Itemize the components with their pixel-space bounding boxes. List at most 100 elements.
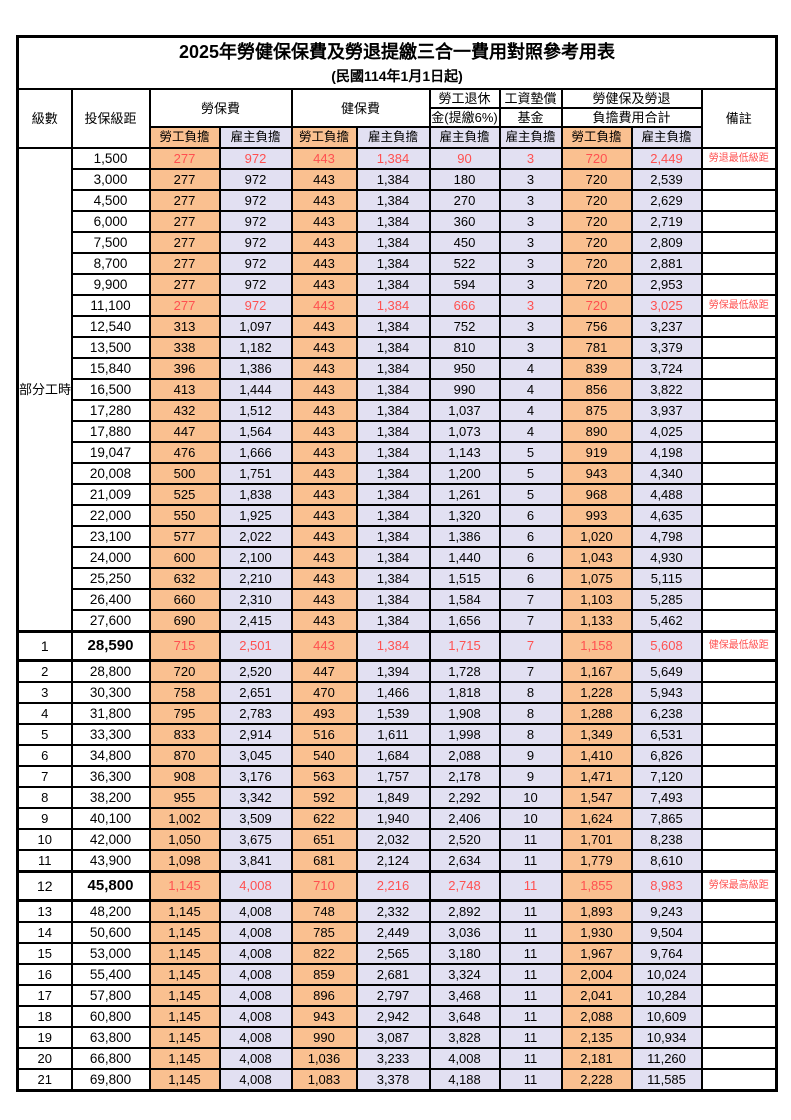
cell-health-employee: 443 <box>290 315 358 338</box>
table-row: 21,009 525 1,838 443 1,384 1,261 5 968 4,488 <box>18 483 778 506</box>
cell-total-employee: 720 <box>560 231 633 254</box>
cell-wage-fund-employer: 11 <box>498 984 563 1007</box>
cell-health-employer: 1,384 <box>355 168 431 191</box>
bracket-cell: 8,700 <box>70 252 151 275</box>
bracket-cell: 12,540 <box>70 315 151 338</box>
cell-total-employer: 11,585 <box>630 1068 703 1092</box>
cell-total-employee: 2,181 <box>560 1047 633 1070</box>
cell-health-employee: 990 <box>290 1026 358 1049</box>
bracket-cell: 16,500 <box>70 378 151 401</box>
cell-health-employer: 1,684 <box>355 744 431 767</box>
remark-cell <box>700 168 778 191</box>
cell-health-employee: 443 <box>290 588 358 611</box>
cell-labor-employee: 277 <box>148 294 221 317</box>
cell-labor-employer: 1,444 <box>218 378 293 401</box>
cell-pension-employer: 1,073 <box>428 420 501 443</box>
cell-health-employee: 443 <box>290 231 358 254</box>
cell-wage-fund-employer: 6 <box>498 546 563 569</box>
bracket-cell: 53,000 <box>70 942 151 965</box>
cell-wage-fund-employer: 5 <box>498 483 563 506</box>
remark-cell <box>700 504 778 527</box>
cell-total-employer: 3,822 <box>630 378 703 401</box>
table-row: 11,100 277 972 443 1,384 666 3 720 3,025 勞保最低級距 <box>18 294 778 317</box>
cell-labor-employee: 1,145 <box>148 870 221 902</box>
table-row: 17,280 432 1,512 443 1,384 1,037 4 875 3,937 <box>18 399 778 422</box>
cell-total-employee: 968 <box>560 483 633 506</box>
cell-health-employee: 710 <box>290 870 358 902</box>
cell-total-employee: 2,088 <box>560 1005 633 1028</box>
cell-wage-fund-employer: 8 <box>498 723 563 746</box>
table-row: 24,000 600 2,100 443 1,384 1,440 6 1,043 4,930 <box>18 546 778 569</box>
cell-total-employee: 720 <box>560 252 633 275</box>
cell-health-employee: 592 <box>290 786 358 809</box>
cell-total-employer: 3,724 <box>630 357 703 380</box>
cell-health-employer: 1,384 <box>355 546 431 569</box>
cell-health-employee: 1,036 <box>290 1047 358 1070</box>
cell-labor-employer: 4,008 <box>218 1026 293 1049</box>
bracket-cell: 26,400 <box>70 588 151 611</box>
level-cell: 17 <box>16 984 73 1007</box>
cell-health-employer: 1,384 <box>355 630 431 662</box>
cell-total-employer: 8,610 <box>630 849 703 873</box>
cell-health-employer: 1,384 <box>355 231 431 254</box>
cell-total-employee: 1,288 <box>560 702 633 725</box>
cell-health-employee: 443 <box>290 336 358 359</box>
cell-total-employee: 1,075 <box>560 567 633 590</box>
cell-pension-employer: 1,584 <box>428 588 501 611</box>
cell-health-employee: 443 <box>290 210 358 233</box>
cell-total-employee: 2,135 <box>560 1026 633 1049</box>
cell-health-employer: 1,611 <box>355 723 431 746</box>
cell-labor-employer: 3,045 <box>218 744 293 767</box>
cell-total-employer: 3,937 <box>630 399 703 422</box>
header-total-line1: 勞健保及勞退 <box>560 88 703 109</box>
cell-labor-employee: 1,050 <box>148 828 221 851</box>
level-cell: 15 <box>16 942 73 965</box>
remark-cell <box>700 588 778 611</box>
cell-labor-employer: 1,097 <box>218 315 293 338</box>
level-cell: 14 <box>16 921 73 944</box>
cell-labor-employer: 1,666 <box>218 441 293 464</box>
cell-health-employer: 3,087 <box>355 1026 431 1049</box>
cell-labor-employee: 447 <box>148 420 221 443</box>
cell-health-employer: 1,384 <box>355 210 431 233</box>
cell-labor-employee: 660 <box>148 588 221 611</box>
table-row: 1 28,590 715 2,501 443 1,384 1,715 7 1,158 5,608 健… <box>16 630 778 662</box>
cell-pension-employer: 1,998 <box>428 723 501 746</box>
level-cell: 5 <box>16 723 73 746</box>
cell-health-employee: 785 <box>290 921 358 944</box>
subheader-wage-fund-employer: 雇主負擔 <box>498 126 563 149</box>
cell-total-employer: 11,260 <box>630 1047 703 1070</box>
cell-total-employer: 9,243 <box>630 899 703 923</box>
cell-labor-employer: 2,210 <box>218 567 293 590</box>
header-wage-fund-line2: 基金 <box>498 107 563 128</box>
cell-health-employer: 1,539 <box>355 702 431 725</box>
cell-labor-employee: 1,145 <box>148 984 221 1007</box>
bracket-cell: 31,800 <box>70 702 151 725</box>
cell-total-employer: 3,025 <box>630 294 703 317</box>
table-row: 20,008 500 1,751 443 1,384 1,200 5 943 4,340 <box>18 462 778 485</box>
remark-cell: 健保最低級距 <box>700 630 778 662</box>
cell-labor-employer: 972 <box>218 189 293 212</box>
cell-labor-employee: 277 <box>148 231 221 254</box>
remark-cell <box>700 315 778 338</box>
cell-health-employer: 1,384 <box>355 441 431 464</box>
cell-health-employer: 2,942 <box>355 1005 431 1028</box>
cell-wage-fund-employer: 4 <box>498 378 563 401</box>
bracket-cell: 55,400 <box>70 963 151 986</box>
cell-pension-employer: 594 <box>428 273 501 296</box>
cell-labor-employer: 3,675 <box>218 828 293 851</box>
cell-pension-employer: 1,261 <box>428 483 501 506</box>
cell-labor-employer: 2,501 <box>218 630 293 662</box>
cell-health-employee: 822 <box>290 942 358 965</box>
cell-health-employee: 443 <box>290 462 358 485</box>
part-time-label: 部分工時 <box>16 147 73 633</box>
cell-total-employee: 890 <box>560 420 633 443</box>
cell-labor-employee: 313 <box>148 315 221 338</box>
bracket-cell: 6,000 <box>70 210 151 233</box>
cell-health-employee: 859 <box>290 963 358 986</box>
cell-labor-employee: 1,145 <box>148 942 221 965</box>
cell-total-employee: 720 <box>560 168 633 191</box>
cell-health-employee: 443 <box>290 546 358 569</box>
cell-labor-employee: 277 <box>148 147 221 170</box>
remark-cell <box>700 231 778 254</box>
